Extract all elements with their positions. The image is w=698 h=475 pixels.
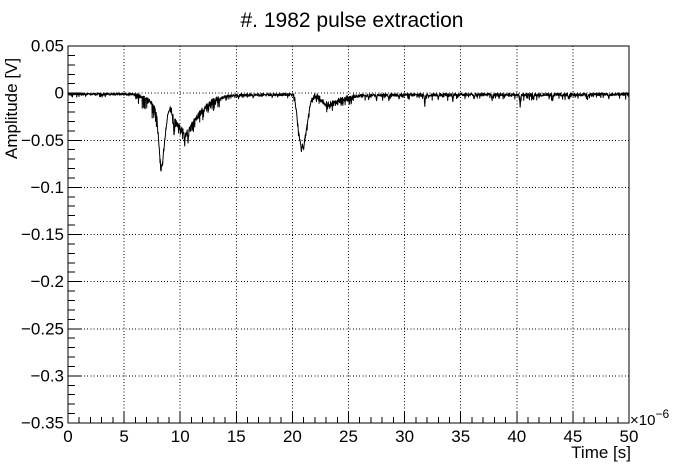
multiplier-base: ×10 xyxy=(630,412,655,429)
x-tick-label: 35 xyxy=(451,427,470,446)
y-tick-label: −0.2 xyxy=(30,272,64,291)
y-tick-label: −0.05 xyxy=(21,131,64,150)
plot-frame xyxy=(67,45,630,424)
x-tick-label: 30 xyxy=(395,427,414,446)
axis-ticks xyxy=(67,45,630,424)
x-tick-label: 25 xyxy=(339,427,358,446)
x-tick-label: 50 xyxy=(620,427,639,446)
x-tick-label: 45 xyxy=(563,427,582,446)
y-tick-label: 0 xyxy=(55,84,64,103)
grid-lines xyxy=(68,46,629,423)
x-axis-multiplier: ×10−6 xyxy=(630,407,669,429)
x-tick-label: 5 xyxy=(119,427,128,446)
x-axis-title: Time [s] xyxy=(571,443,631,462)
waveform-trace xyxy=(67,92,630,172)
y-tick-label: −0.3 xyxy=(30,366,64,385)
multiplier-exponent: −6 xyxy=(655,407,669,421)
x-tick-label: 15 xyxy=(227,427,246,446)
x-tick-label: 0 xyxy=(63,427,72,446)
y-axis-title: Amplitude [V] xyxy=(2,58,21,159)
y-tick-label: 0.05 xyxy=(31,37,64,56)
y-tick-label: −0.1 xyxy=(30,178,64,197)
axis-tick-labels: 0 5 10 15 20 25 30 35 40 45 50 0.05 0 −0.05 −0.1 −0.15 −… xyxy=(21,37,638,447)
chart-title: #. 1982 pulse extraction xyxy=(241,9,464,32)
y-tick-label: −0.15 xyxy=(21,225,64,244)
x-tick-label: 10 xyxy=(171,427,190,446)
y-tick-label: −0.25 xyxy=(21,319,64,338)
y-tick-label: −0.35 xyxy=(21,414,64,433)
x-tick-label: 20 xyxy=(283,427,302,446)
x-tick-label: 40 xyxy=(507,427,526,446)
